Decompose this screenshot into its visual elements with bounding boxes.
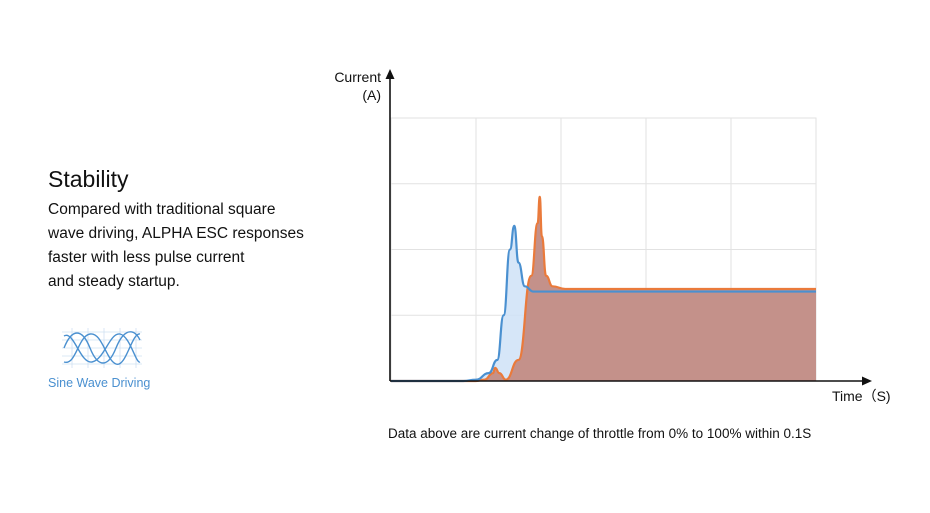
description-line: and steady startup. [48, 273, 180, 290]
description-line: Compared with traditional square [48, 201, 276, 218]
y-axis-label-line1: Current [334, 69, 381, 85]
sine-wave-icon [62, 328, 142, 368]
chart-caption: Data above are current change of throttl… [388, 426, 812, 441]
series-1-line [391, 224, 816, 383]
chart-axes: Current (A) Time（S) [334, 69, 891, 404]
description-line: faster with less pulse current [48, 249, 245, 266]
y-axis-arrow [385, 69, 395, 79]
x-axis-arrow [862, 376, 872, 386]
stability-description: Compared with traditional square wave dr… [48, 198, 338, 294]
y-axis-label-line2: (A) [362, 87, 381, 103]
stability-title: Stability [48, 166, 129, 192]
chart-series [391, 195, 816, 383]
x-axis-label: Time（S) [832, 388, 891, 404]
sine-wave-label: Sine Wave Driving [48, 376, 151, 390]
description-line: wave driving, ALPHA ESC responses [48, 225, 304, 242]
series-0-line [391, 195, 816, 383]
